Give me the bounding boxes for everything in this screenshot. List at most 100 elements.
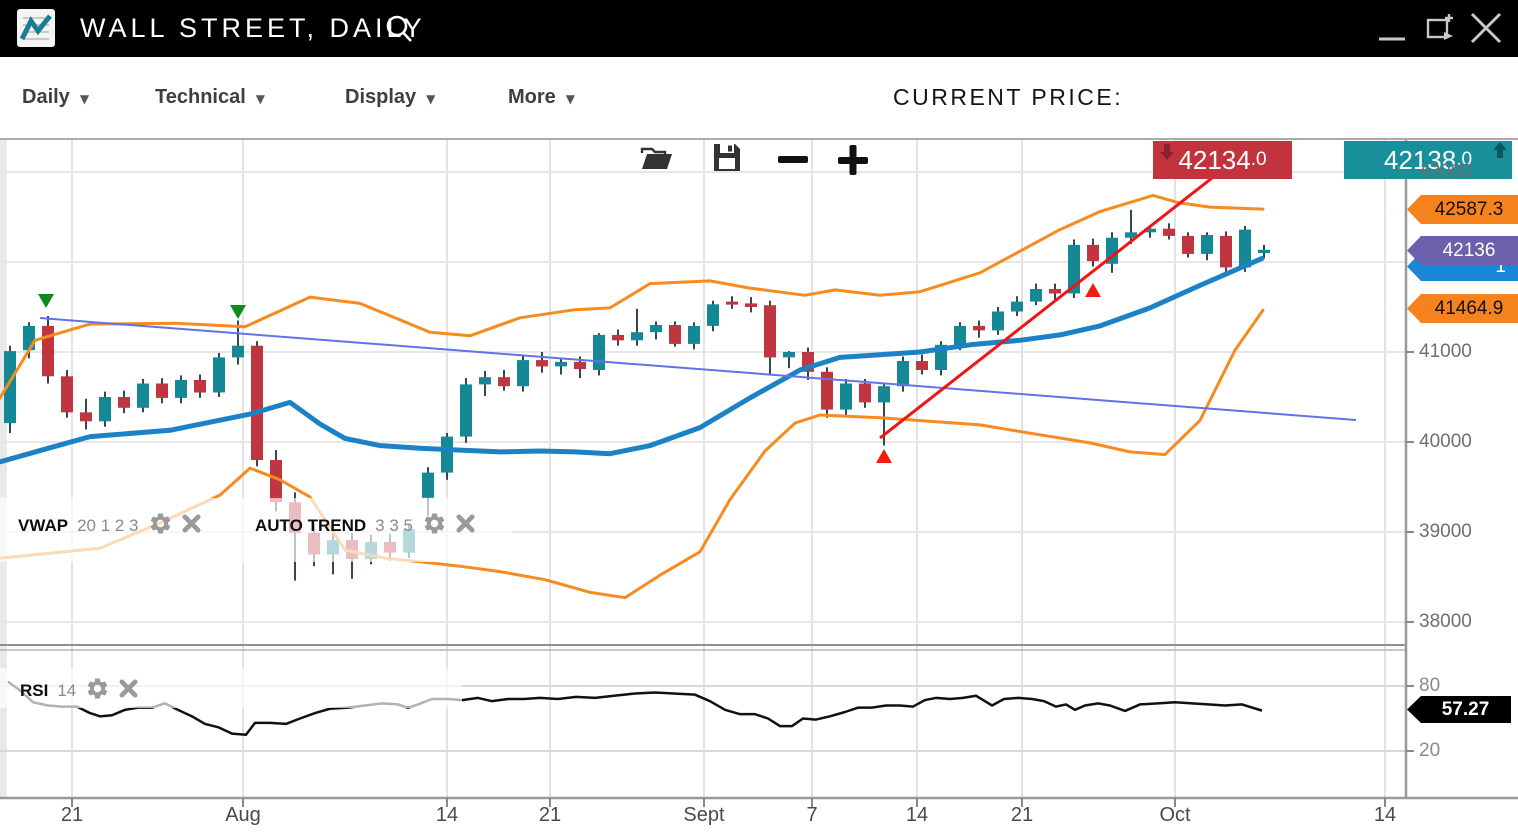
save-icon[interactable] xyxy=(712,142,742,173)
remove-icon[interactable] xyxy=(456,514,475,538)
chevron-down-icon: ▼ xyxy=(79,92,90,106)
candle xyxy=(1068,239,1080,298)
candle xyxy=(1201,232,1213,261)
candle xyxy=(688,322,700,350)
candle xyxy=(1182,232,1194,258)
candle xyxy=(498,370,510,391)
candle xyxy=(821,367,833,418)
candle xyxy=(764,300,776,376)
rsi-name: RSI xyxy=(20,681,49,700)
minimize-icon[interactable] xyxy=(1372,8,1412,48)
menu-display[interactable]: Display ▼ xyxy=(345,86,436,108)
sell-signal-icon xyxy=(38,294,54,308)
gear-icon[interactable] xyxy=(148,511,173,541)
buy-price: 42138 xyxy=(1383,144,1457,175)
chevron-down-icon: ▼ xyxy=(426,92,436,106)
auto-trend-params: 3 3 5 xyxy=(375,516,413,535)
candle xyxy=(460,378,472,443)
time-axis-label: 21 xyxy=(1010,804,1034,826)
zoom-in-icon[interactable] xyxy=(838,145,870,177)
toolbar: Daily ▼ Technical ▼ Display ▼ More ▼ CURRENT PR… xyxy=(0,57,1518,179)
time-axis-label: 21 xyxy=(538,804,562,826)
candle xyxy=(4,345,16,433)
current-price-label: CURRENT PRICE: xyxy=(893,84,1124,110)
chart-logo-icon xyxy=(17,9,55,47)
candle xyxy=(156,378,168,404)
candle xyxy=(631,308,643,346)
candle xyxy=(916,354,928,375)
vwap-params: 20 1 2 3 xyxy=(77,516,139,535)
arrow-down-icon xyxy=(1160,144,1174,160)
rsi-axis-label: 80 xyxy=(1419,675,1441,696)
candle xyxy=(213,352,225,397)
sell-price-decimal: .0 xyxy=(1250,149,1267,170)
candle xyxy=(1087,238,1099,267)
candle xyxy=(745,297,757,313)
menu-more[interactable]: More ▼ xyxy=(508,86,576,108)
candle xyxy=(61,370,73,418)
candle xyxy=(1125,209,1137,244)
chevron-down-icon: ▼ xyxy=(565,92,576,106)
title-bar: WALL STREET, DAILY xyxy=(0,0,1518,57)
menu-technical[interactable]: Technical ▼ xyxy=(155,86,266,108)
price-axis-label: 43000 xyxy=(1419,161,1472,182)
candle xyxy=(669,321,681,347)
candle xyxy=(973,320,985,338)
price-axis-label: 40000 xyxy=(1419,431,1472,452)
menu-daily[interactable]: Daily ▼ xyxy=(22,86,90,108)
candle xyxy=(555,358,567,375)
zoom-out-icon[interactable] xyxy=(778,156,810,164)
candle xyxy=(650,321,662,340)
remove-icon[interactable] xyxy=(181,514,201,538)
candle xyxy=(118,390,130,414)
rsi-params: 14 xyxy=(57,681,77,700)
gear-icon[interactable] xyxy=(422,511,447,541)
candle xyxy=(783,351,795,369)
auto-trend-resistance[interactable] xyxy=(39,317,1357,421)
time-axis-label: Aug xyxy=(225,804,261,826)
candle xyxy=(992,307,1004,335)
candle xyxy=(175,375,187,404)
rsi-value-tag: 57.27 xyxy=(1407,696,1511,723)
price-axis-label: 39000 xyxy=(1419,521,1472,542)
candle xyxy=(251,341,263,467)
buy-price-decimal: .0 xyxy=(1456,149,1473,170)
time-axis-label: Sept xyxy=(683,804,725,826)
candle xyxy=(1220,231,1232,273)
open-in-new-window-icon[interactable] xyxy=(1420,8,1460,48)
candle xyxy=(1049,283,1061,301)
auto-trend-support[interactable] xyxy=(879,140,1259,440)
price-axis-label: 38000 xyxy=(1419,611,1472,632)
candle xyxy=(897,356,909,392)
candle xyxy=(42,316,54,384)
gear-icon[interactable] xyxy=(85,676,110,706)
auto-trend-name: AUTO TREND xyxy=(255,516,367,535)
candle xyxy=(137,379,149,413)
price-axis-label: 41000 xyxy=(1419,341,1472,362)
buy-signal-icon xyxy=(1085,283,1101,297)
candle xyxy=(859,379,871,408)
candle xyxy=(80,398,92,430)
candle xyxy=(707,300,719,332)
candle xyxy=(194,374,206,398)
candle xyxy=(840,379,852,415)
candle xyxy=(441,433,453,480)
close-icon[interactable] xyxy=(1466,8,1506,48)
sell-price: 42134 xyxy=(1178,144,1251,175)
candle xyxy=(99,391,111,427)
time-axis-label: 14 xyxy=(1373,804,1397,826)
remove-icon[interactable] xyxy=(119,679,138,703)
page-title: WALL STREET, DAILY xyxy=(80,13,426,43)
rsi-axis-label: 20 xyxy=(1419,740,1441,761)
time-axis-label: 7 xyxy=(806,804,818,826)
sell-price-button[interactable]: 42134.0 xyxy=(1153,141,1292,179)
buy-price-button[interactable]: 42138.0 xyxy=(1344,141,1512,179)
open-folder-icon[interactable] xyxy=(640,145,674,173)
candle xyxy=(726,296,738,309)
time-axis-label: 14 xyxy=(905,804,929,826)
search-icon[interactable] xyxy=(382,12,418,48)
chevron-down-icon: ▼ xyxy=(255,92,266,106)
time-axis-label: Oct xyxy=(1159,804,1191,826)
candle xyxy=(536,352,548,373)
